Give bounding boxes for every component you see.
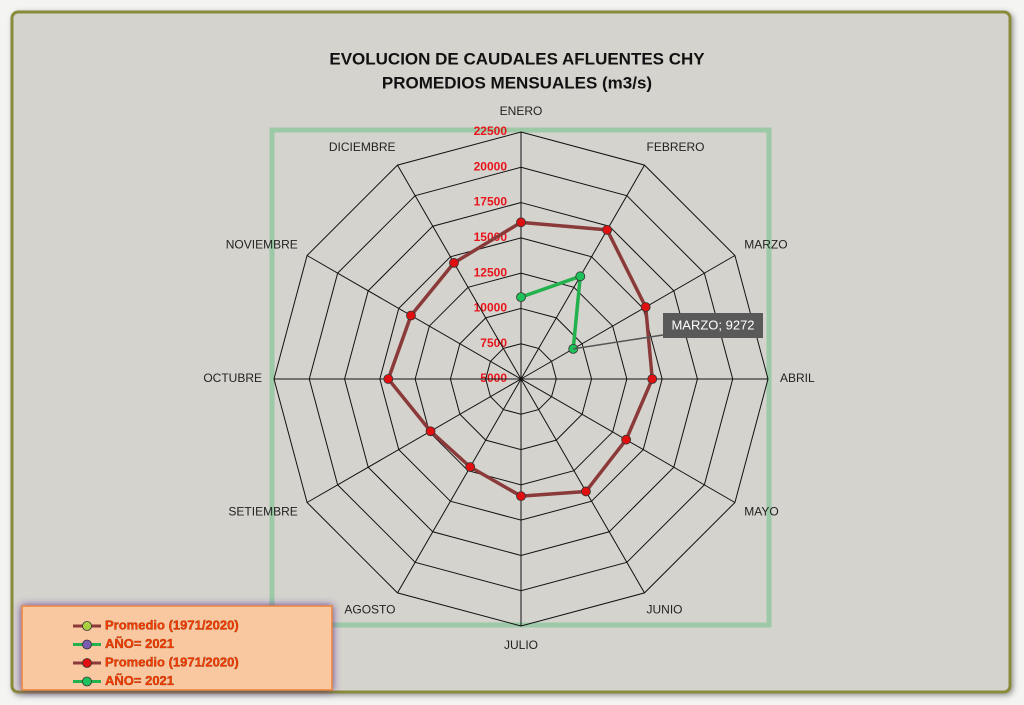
category-label: ENERO	[500, 104, 543, 118]
data-point	[647, 374, 658, 384]
data-label: MARZO; 9272	[671, 317, 754, 332]
data-point	[581, 486, 591, 497]
category-label: AGOSTO	[344, 602, 395, 616]
category-label: NOVIEMBRE	[226, 238, 298, 252]
legend-label: Promedio (1971/2020)	[105, 654, 239, 669]
r-tick-label: 12500	[474, 265, 508, 279]
category-label: SETIEMBRE	[228, 505, 297, 519]
r-tick-label: 20000	[474, 159, 508, 173]
spoke	[520, 378, 645, 594]
category-label: MARZO	[744, 238, 787, 252]
category-label: JUNIO	[647, 602, 683, 616]
r-tick-label: 5000	[480, 371, 507, 385]
r-tick-label: 22500	[474, 124, 508, 138]
data-point	[575, 271, 586, 282]
category-label: ABRIL	[780, 371, 815, 385]
legend-label: AÑO= 2021	[105, 636, 174, 651]
spoke	[397, 164, 522, 380]
legend-label: AÑO= 2021	[105, 673, 174, 688]
legend-box	[21, 605, 333, 691]
data-point	[465, 462, 476, 472]
category-label: JULIO	[504, 638, 538, 652]
r-tick-label: 15000	[474, 230, 508, 244]
category-label: FEBRERO	[647, 140, 705, 154]
data-point	[449, 257, 459, 268]
r-tick-label: 7500	[480, 336, 507, 350]
chart-subtitle: PROMEDIOS MENSUALES (m3/s)	[382, 73, 652, 92]
spoke	[306, 378, 522, 503]
data-point	[383, 374, 394, 384]
label-leader	[573, 334, 664, 350]
data-point	[516, 491, 526, 502]
spoke	[397, 378, 522, 594]
legend-marker	[82, 676, 92, 687]
data-point	[406, 310, 416, 321]
category-label: MAYO	[744, 505, 778, 519]
r-tick-label: 17500	[474, 195, 508, 209]
data-label-box	[663, 313, 763, 338]
spoke	[520, 255, 736, 380]
spoke	[520, 164, 645, 380]
data-point	[602, 224, 612, 235]
chart-area	[10, 10, 1012, 694]
legend: Promedio (1971/2020) AÑO= 2021 Promedio (1…	[21, 605, 333, 691]
data-point	[621, 434, 632, 445]
chart-title: EVOLUCION DE CAUDALES AFLUENTES CHY	[329, 49, 705, 68]
data-point	[516, 292, 526, 303]
category-label: DICIEMBRE	[329, 140, 396, 154]
data-point	[640, 302, 651, 312]
legend-marker	[82, 621, 92, 631]
legend-label: Promedio (1971/2020)	[105, 617, 239, 632]
r-tick-label: 10000	[474, 301, 508, 315]
legend-marker	[82, 658, 92, 668]
data-point	[425, 426, 436, 437]
legend-marker	[82, 639, 92, 650]
data-point	[516, 217, 526, 228]
category-label: OCTUBRE	[203, 371, 262, 385]
